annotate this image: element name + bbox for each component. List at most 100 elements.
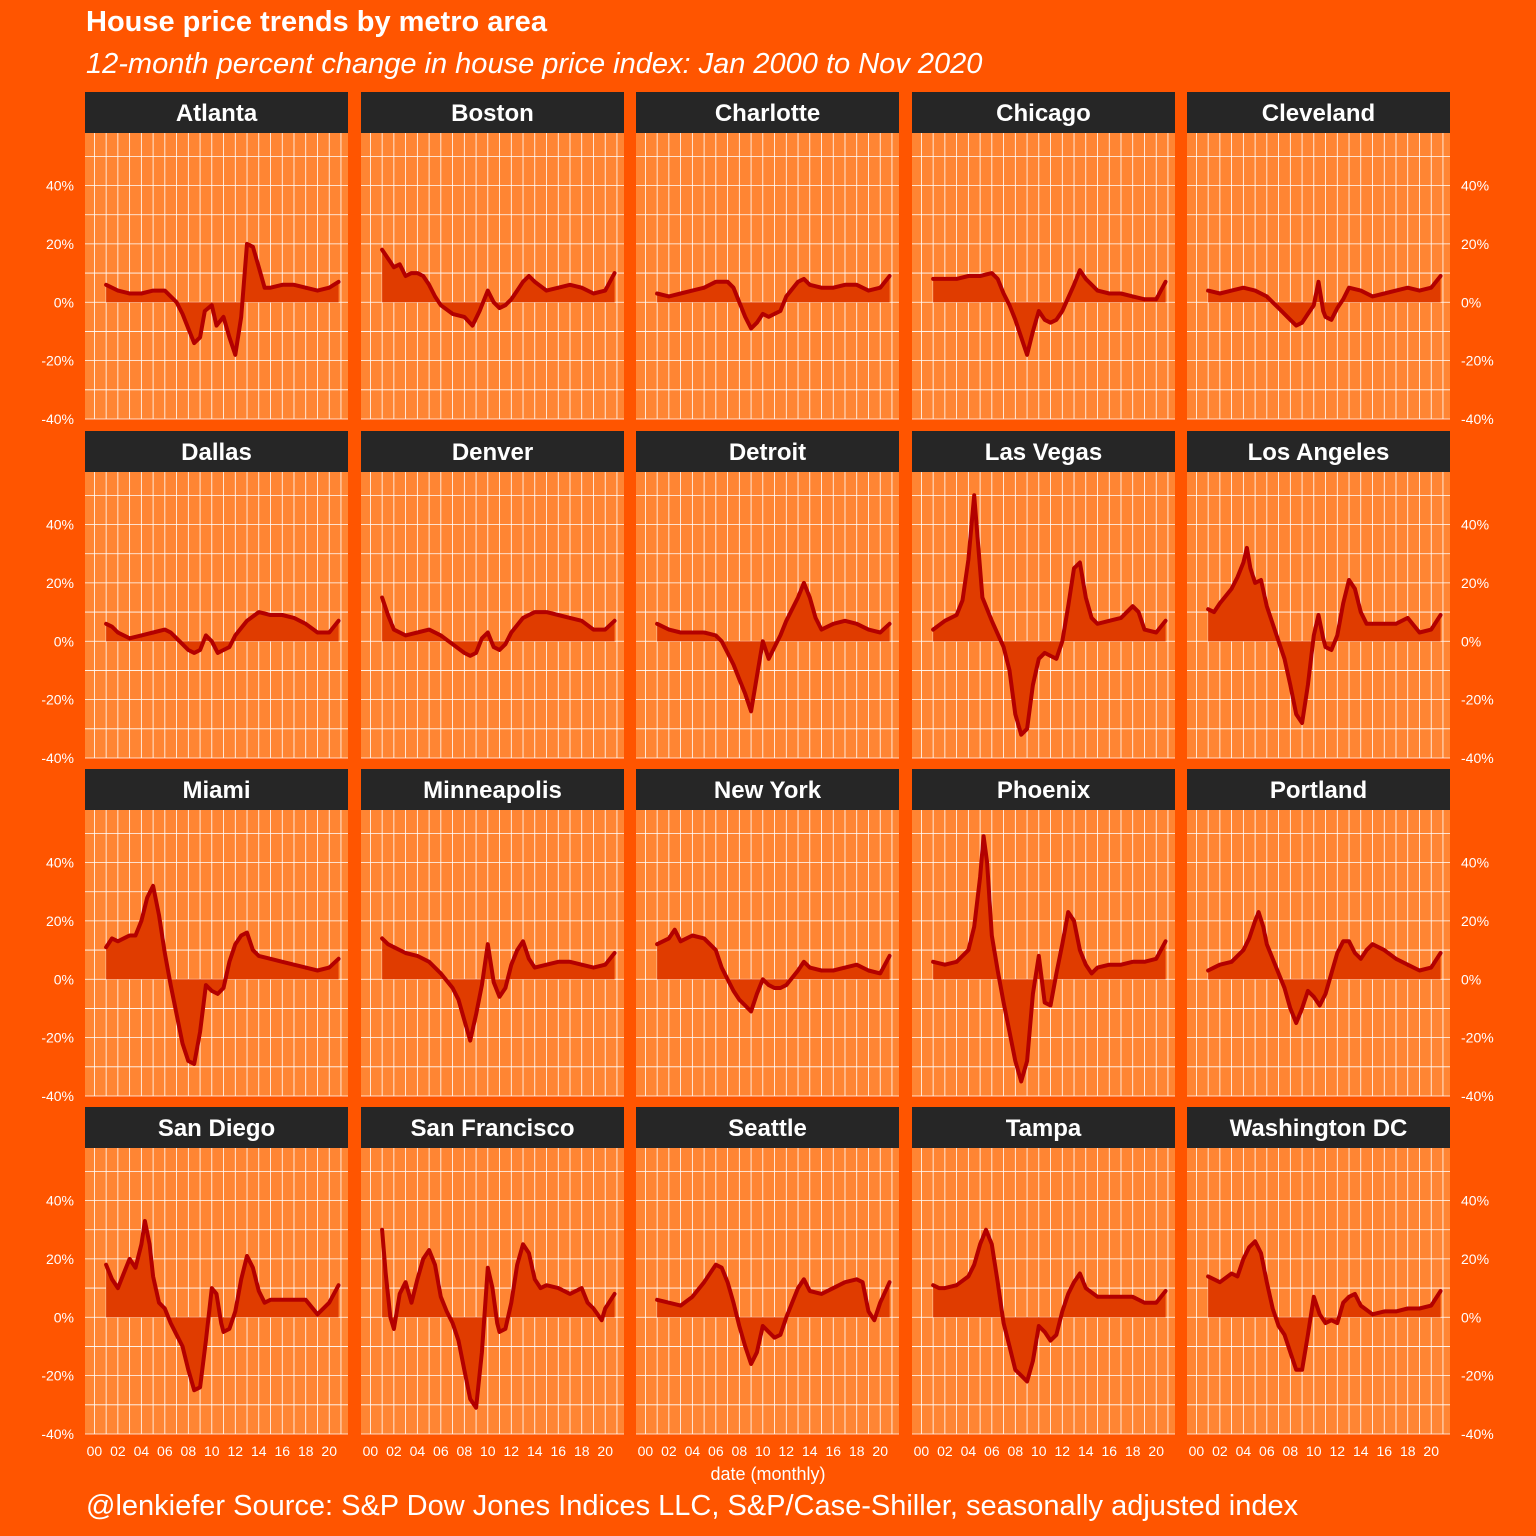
y-tick-label: 0% [1461, 971, 1481, 987]
series-line [104, 610, 341, 655]
facet-panel: Seattle 00 02 04 06 08 10 12 14 16 18 20 [636, 1107, 899, 1459]
y-tick-label: 20% [1461, 236, 1489, 252]
facet-panel: Tampa 00 02 04 06 08 10 12 14 16 18 20 [912, 1107, 1175, 1459]
facet-label: Cleveland [1262, 100, 1375, 127]
y-tick-label: 40% [1461, 178, 1489, 194]
facet-strip [636, 92, 899, 133]
facet-strip [85, 92, 348, 133]
x-tick-label: 08 [1283, 1443, 1299, 1459]
series-area [933, 1229, 1166, 1382]
x-tick-label: 20 [597, 1443, 613, 1459]
series-line [931, 834, 1168, 1084]
facet-panel: Charlotte [636, 92, 899, 420]
y-tick-label: -40% [41, 1426, 74, 1442]
x-tick-label: 14 [527, 1443, 543, 1459]
x-tick-label: 00 [87, 1443, 103, 1459]
y-tick-label: 40% [46, 855, 74, 871]
panel-background [912, 810, 1175, 1096]
series-area [1208, 1241, 1441, 1370]
y-tick-label: 20% [46, 236, 74, 252]
x-tick-label: 18 [1125, 1443, 1141, 1459]
x-tick-label: 20 [321, 1443, 337, 1459]
facet-strip [85, 1107, 348, 1148]
series-line [380, 1227, 617, 1410]
panel-background [636, 472, 899, 758]
facet-strip [361, 431, 624, 472]
series-area [106, 885, 339, 1064]
y-tick-label: 20% [46, 913, 74, 929]
series-area [382, 597, 615, 656]
facet-panel: New York [636, 769, 899, 1097]
facet-panel: Detroit [636, 431, 899, 759]
x-tick-label: 04 [410, 1443, 426, 1459]
x-tick-label: 18 [298, 1443, 314, 1459]
facet-strip [636, 431, 899, 472]
x-tick-label: 00 [914, 1443, 930, 1459]
x-tick-label: 12 [778, 1443, 794, 1459]
series-line [104, 241, 341, 357]
x-tick-label: 10 [204, 1443, 220, 1459]
y-tick-label: -20% [1461, 692, 1494, 708]
series-line [931, 1227, 1168, 1384]
facet-strip [1187, 431, 1450, 472]
facet-strip [912, 769, 1175, 810]
series-line [1206, 910, 1443, 1025]
x-tick-label: 14 [1078, 1443, 1094, 1459]
series-area [1208, 547, 1441, 723]
facet-strip [361, 1107, 624, 1148]
facet-panel: Los Angeles -40% -20% 0% 20% 40% [1187, 431, 1494, 766]
panel-background [1187, 133, 1450, 419]
y-tick-label: 40% [46, 1193, 74, 1209]
facet-label: Denver [452, 439, 533, 466]
facet-label: Boston [451, 100, 534, 127]
x-tick-label: 20 [1423, 1443, 1439, 1459]
y-tick-label: -20% [1461, 353, 1494, 369]
x-tick-label: 04 [134, 1443, 150, 1459]
facet-panel: Portland -40% -20% 0% 20% 40% [1187, 769, 1494, 1104]
panel-background [1187, 810, 1450, 1096]
y-tick-label: 0% [1461, 633, 1481, 649]
facet-label: Los Angeles [1248, 439, 1390, 466]
facet-label: Detroit [729, 439, 806, 466]
y-tick-label: -40% [41, 1088, 74, 1104]
y-tick-label: -40% [1461, 1088, 1494, 1104]
y-tick-label: -40% [41, 750, 74, 766]
y-tick-label: -20% [41, 1368, 74, 1384]
series-line [931, 493, 1168, 737]
y-tick-label: 0% [54, 971, 74, 987]
series-line [380, 595, 617, 658]
facet-label: Washington DC [1230, 1115, 1408, 1142]
facet-panel: San Diego -40% -20% 0% 20% 40% 00 02 04 06 08 10 12 1… [41, 1107, 348, 1459]
y-tick-label: 20% [1461, 575, 1489, 591]
x-tick-label: 14 [1353, 1443, 1369, 1459]
facet-label: Las Vegas [985, 439, 1102, 466]
y-tick-label: 0% [54, 633, 74, 649]
y-tick-label: 0% [54, 1309, 74, 1325]
x-tick-label: 04 [1236, 1443, 1252, 1459]
facet-label: Dallas [181, 439, 252, 466]
chart-caption: @lenkiefer Source: S&P Dow Jones Indices… [86, 1490, 1299, 1522]
facet-strip [1187, 92, 1450, 133]
series-line [655, 274, 892, 331]
x-tick-label: 00 [1189, 1443, 1205, 1459]
y-tick-label: 0% [54, 294, 74, 310]
x-tick-label: 06 [433, 1443, 449, 1459]
panel-background [636, 133, 899, 419]
x-tick-label: 12 [227, 1443, 243, 1459]
facet-label: New York [714, 777, 822, 804]
x-tick-label: 08 [732, 1443, 748, 1459]
x-tick-label: 16 [550, 1443, 566, 1459]
series-line [380, 247, 617, 328]
series-line [1206, 1239, 1443, 1372]
facet-panel: Minneapolis [361, 769, 624, 1097]
x-tick-label: 10 [480, 1443, 496, 1459]
y-tick-label: -40% [1461, 1426, 1494, 1442]
x-tick-label: 04 [685, 1443, 701, 1459]
y-tick-label: 40% [1461, 517, 1489, 533]
y-tick-label: 40% [46, 178, 74, 194]
y-tick-label: 40% [46, 517, 74, 533]
y-tick-label: 20% [1461, 913, 1489, 929]
x-tick-label: 12 [503, 1443, 519, 1459]
facet-strip [85, 769, 348, 810]
series-line [104, 1219, 341, 1393]
